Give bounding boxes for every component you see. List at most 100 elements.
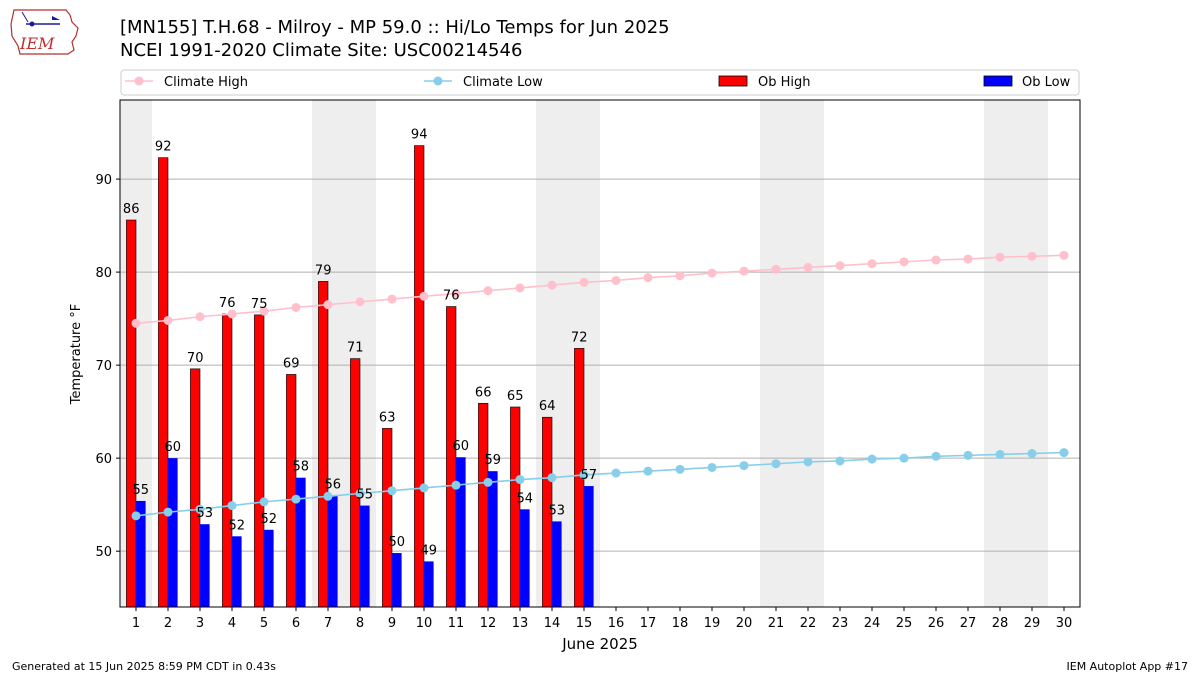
x-tick-label: 10 <box>416 616 433 631</box>
x-tick-label: 8 <box>356 616 364 631</box>
climate-high-point <box>579 277 589 287</box>
climate-high-point <box>771 264 781 274</box>
climate-low-point <box>483 477 493 487</box>
x-tick-label: 11 <box>448 616 465 631</box>
climate-high-point <box>867 259 877 269</box>
ob-low-bar <box>520 509 530 607</box>
ob-low-bar <box>392 553 402 607</box>
climate-high-point <box>963 254 973 264</box>
x-tick-label: 7 <box>324 616 332 631</box>
climate-high-point <box>707 268 717 278</box>
climate-high-point <box>739 266 749 276</box>
ob-low-label: 55 <box>357 488 374 503</box>
weekend-shade <box>760 100 792 607</box>
x-tick-label: 3 <box>196 616 204 631</box>
climate-low-point <box>451 480 461 490</box>
climate-low-point <box>579 470 589 480</box>
climate-low-point <box>675 464 685 474</box>
climate-low-point <box>803 457 813 467</box>
climate-low-point <box>1059 448 1069 458</box>
climate-high-point <box>387 294 397 304</box>
legend: Climate High Climate Low Ob High Ob Low <box>120 69 1080 96</box>
climate-high-point <box>355 297 365 307</box>
y-axis-label: Temperature °F <box>69 304 84 405</box>
climate-low-point <box>771 459 781 469</box>
ob-low-label: 56 <box>325 477 342 492</box>
legend-ob-high-swatch <box>718 75 748 87</box>
climate-high-point <box>931 255 941 265</box>
legend-climate-high-marker <box>134 76 144 86</box>
ob-high-label: 76 <box>443 289 460 304</box>
x-tick-label: 27 <box>960 616 977 631</box>
climate-high-point <box>131 318 141 328</box>
climate-low-point <box>547 473 557 483</box>
x-tick-label: 30 <box>1056 616 1073 631</box>
climate-low-point <box>1027 449 1037 459</box>
legend-ob-low-label: Ob Low <box>1022 75 1071 90</box>
climate-low-point <box>323 491 333 501</box>
ob-high-label: 79 <box>315 263 332 278</box>
ob-low-label: 59 <box>485 453 502 468</box>
climate-high-point <box>547 280 557 290</box>
plot-frame <box>119 99 1081 608</box>
climate-high-point <box>515 283 525 293</box>
climate-high-point <box>643 273 653 283</box>
ob-high-bar <box>478 402 489 608</box>
ob-low-bar <box>328 495 338 607</box>
ob-high-label: 69 <box>283 356 300 371</box>
legend-climate-low-label: Climate Low <box>463 75 543 90</box>
chart-title: [MN155] T.H.68 - Milroy - MP 59.0 :: Hi/… <box>120 17 670 38</box>
ob-high-label: 71 <box>347 341 364 356</box>
ob-low-label: 50 <box>389 535 406 550</box>
ob-low-label: 49 <box>421 543 438 558</box>
climate-high-point <box>1059 250 1069 260</box>
x-tick-label: 9 <box>388 616 396 631</box>
ob-high-bar <box>158 157 169 608</box>
ob-low-bar <box>360 505 370 607</box>
climate-low-point <box>643 466 653 476</box>
ob-high-bar <box>254 314 265 608</box>
climate-high-point <box>291 302 301 312</box>
climate-high-point <box>835 261 845 271</box>
climate-high-point <box>1027 251 1037 261</box>
ob-high-label: 86 <box>123 202 140 217</box>
weekend-shade <box>1016 100 1048 607</box>
x-tick-label: 24 <box>864 616 881 631</box>
ob-high-label: 76 <box>219 296 236 311</box>
climate-high-point <box>675 271 685 281</box>
generated-timestamp: Generated at 15 Jun 2025 8:59 PM CDT in … <box>12 660 277 673</box>
legend-climate-low-marker <box>433 76 443 86</box>
climate-low-point <box>931 451 941 461</box>
x-tick-label: 22 <box>800 616 817 631</box>
ob-low-bar <box>296 477 306 607</box>
ob-high-label: 72 <box>571 330 588 345</box>
x-tick-label: 17 <box>640 616 657 631</box>
ob-low-bar <box>552 521 562 607</box>
logo-text: IEM <box>19 34 55 53</box>
climate-high-point <box>483 286 493 296</box>
x-tick-label: 1 <box>132 616 140 631</box>
x-tick-label: 20 <box>736 616 753 631</box>
climate-high-point <box>451 288 461 298</box>
ob-low-label: 52 <box>261 512 278 527</box>
ob-low-bar <box>232 536 242 607</box>
x-tick-label: 25 <box>896 616 913 631</box>
x-tick-label: 2 <box>164 616 172 631</box>
climate-low-point <box>707 462 717 472</box>
legend-climate-high-label: Climate High <box>164 75 248 90</box>
ob-low-label: 53 <box>197 506 214 521</box>
x-tick-label: 4 <box>228 616 236 631</box>
climate-high-point <box>995 252 1005 262</box>
ob-low-label: 52 <box>229 518 246 533</box>
ob-low-bar <box>168 458 178 607</box>
ob-low-label: 54 <box>517 491 534 506</box>
x-tick-label: 6 <box>292 616 300 631</box>
ob-high-bar <box>222 313 233 608</box>
ob-low-bar <box>200 524 210 607</box>
ob-high-label: 92 <box>155 140 172 155</box>
ob-high-label: 66 <box>475 385 492 400</box>
x-tick-label: 28 <box>992 616 1009 631</box>
x-tick-label: 19 <box>704 616 721 631</box>
ob-high-label: 70 <box>187 351 204 366</box>
ob-low-label: 60 <box>453 439 470 454</box>
